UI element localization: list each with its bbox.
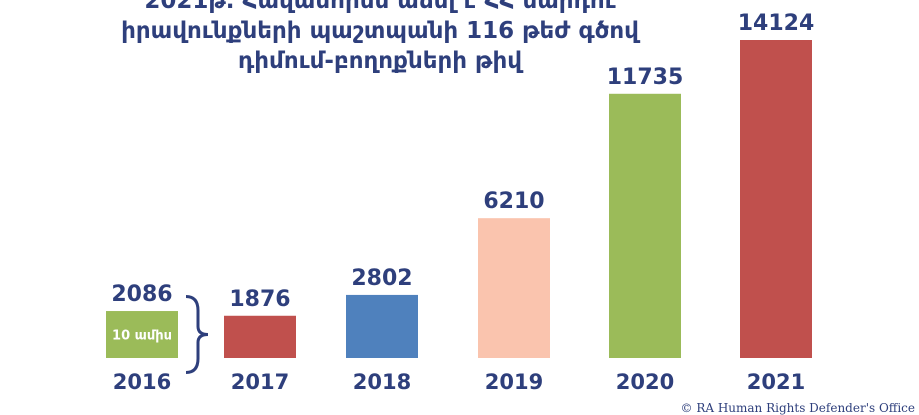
value-label-2020: 11735 xyxy=(607,65,684,90)
bar-2020 xyxy=(609,93,681,358)
chart-title: 2021թ. Հավանորեն աճել է ՀՀ մարդու իրավու… xyxy=(0,0,760,76)
bar-2017 xyxy=(224,315,296,358)
copyright-notice: © RA Human Rights Defender's Office xyxy=(680,401,916,415)
value-label-2016: 2086 xyxy=(111,282,172,307)
chart-title-line-3: դիմում-բողոքների թիվ xyxy=(238,48,522,74)
category-label-2016: 2016 xyxy=(113,370,171,394)
bar-2016 xyxy=(106,311,178,358)
bar-2021 xyxy=(740,40,812,358)
note-label: 10 ամիս xyxy=(112,329,172,344)
category-label-2020: 2020 xyxy=(616,370,674,394)
category-label-2018: 2018 xyxy=(353,370,411,394)
bar-2018 xyxy=(346,294,418,358)
category-label-2021: 2021 xyxy=(747,370,805,394)
chart-title-line-2: իրավունքների պաշտպանի 116 թեժ գծով xyxy=(121,18,639,44)
brace-annotation xyxy=(185,295,209,375)
value-label-2017: 1876 xyxy=(229,287,290,312)
value-label-2021: 14124 xyxy=(738,11,815,36)
bar-2019 xyxy=(478,218,550,358)
value-label-2018: 2802 xyxy=(351,266,412,291)
value-label-2019: 6210 xyxy=(483,189,544,214)
category-label-2017: 2017 xyxy=(231,370,289,394)
category-label-2019: 2019 xyxy=(485,370,543,394)
chart-title-line-1: 2021թ. Հավանորեն աճել է ՀՀ մարդու xyxy=(144,0,616,14)
